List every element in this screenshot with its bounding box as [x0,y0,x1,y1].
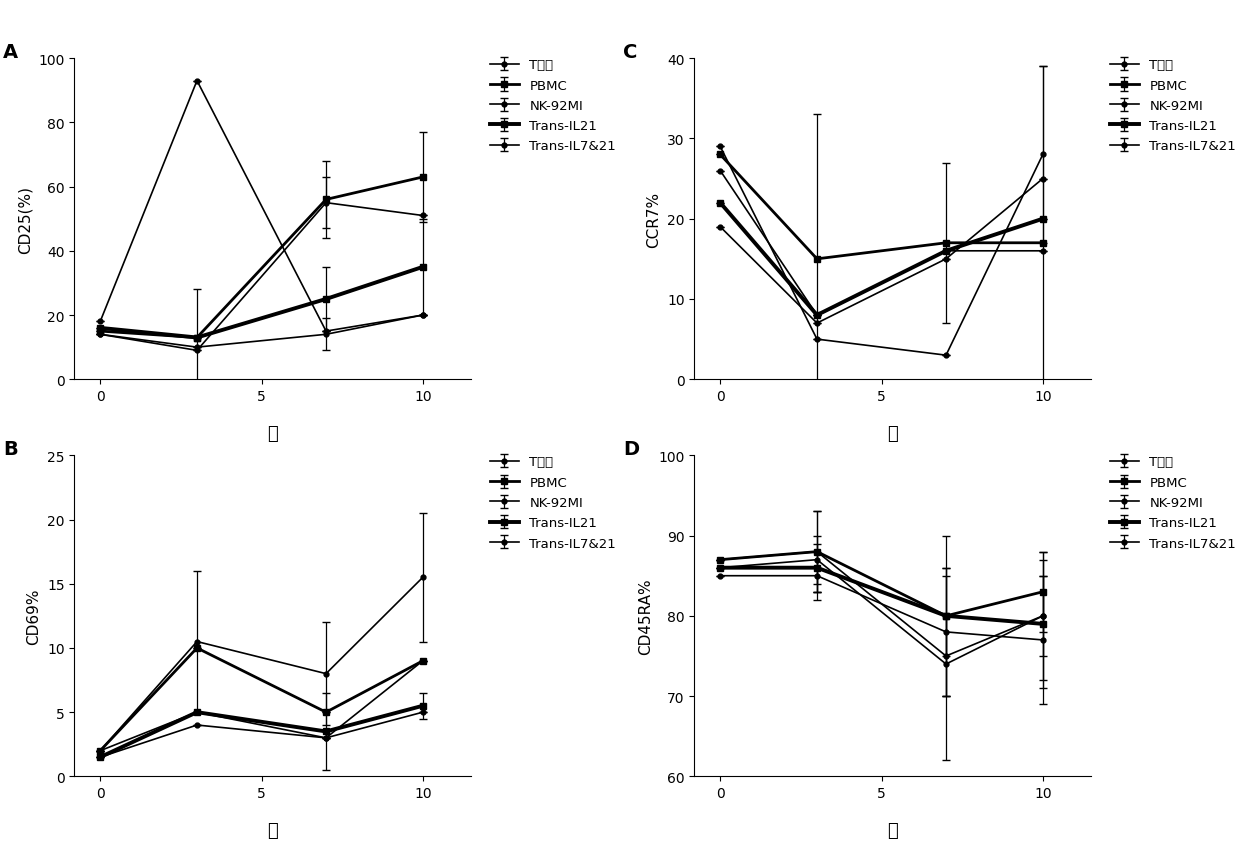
Text: 天: 天 [888,425,898,443]
Legend: T细胞, PBMC, NK-92MI, Trans-IL21, Trans-IL7&21: T细胞, PBMC, NK-92MI, Trans-IL21, Trans-IL… [490,59,616,153]
Text: C: C [622,43,637,62]
Y-axis label: CCR7%: CCR7% [646,192,661,247]
Text: D: D [622,440,639,458]
Y-axis label: CD25(%): CD25(%) [17,186,32,253]
Text: B: B [2,440,17,458]
Text: 天: 天 [888,821,898,840]
Legend: T细胞, PBMC, NK-92MI, Trans-IL21, Trans-IL7&21: T细胞, PBMC, NK-92MI, Trans-IL21, Trans-IL… [490,456,616,549]
Text: A: A [2,43,19,62]
Y-axis label: CD45RA%: CD45RA% [637,578,652,654]
Legend: T细胞, PBMC, NK-92MI, Trans-IL21, Trans-IL7&21: T细胞, PBMC, NK-92MI, Trans-IL21, Trans-IL… [1110,59,1236,153]
Y-axis label: CD69%: CD69% [26,588,41,644]
Text: 天: 天 [268,821,278,840]
Legend: T细胞, PBMC, NK-92MI, Trans-IL21, Trans-IL7&21: T细胞, PBMC, NK-92MI, Trans-IL21, Trans-IL… [1110,456,1236,549]
Text: 天: 天 [268,425,278,443]
